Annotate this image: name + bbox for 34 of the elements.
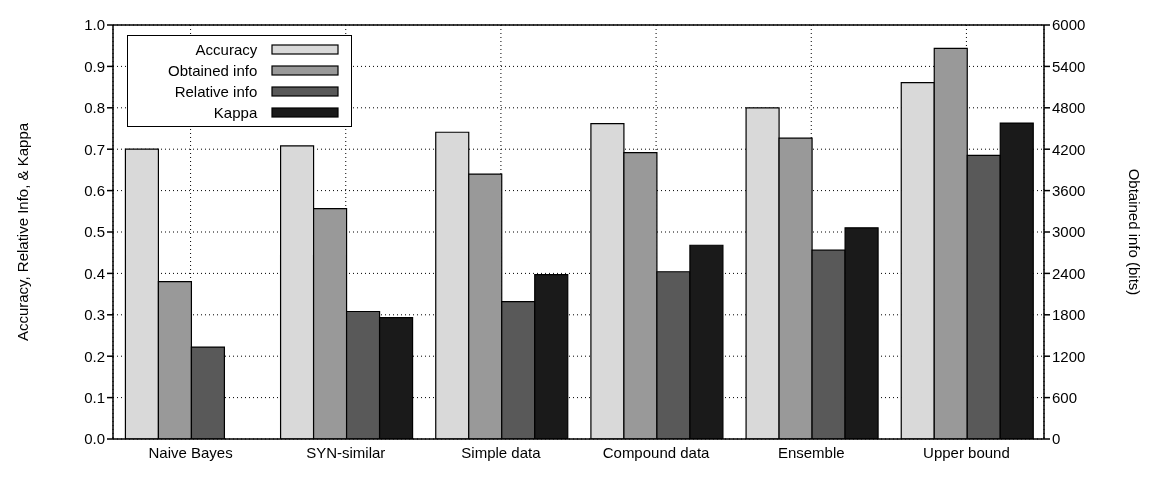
- y-axis-title: Accuracy, Relative Info, & Kappa: [14, 122, 32, 342]
- y-tick-label: 0.0: [84, 430, 105, 448]
- x-tick-label: SYN-similar: [306, 443, 386, 461]
- x-tick-label: Naive Bayes: [148, 443, 233, 461]
- legend-label: Accuracy: [195, 41, 258, 58]
- y-tick-label: 0.5: [84, 223, 105, 241]
- y2-tick-label: 1200: [1052, 347, 1086, 365]
- y2-tick-label: 0: [1052, 430, 1061, 448]
- y2-tick-label: 3600: [1052, 181, 1086, 199]
- y2-tick-label: 6000: [1052, 16, 1086, 34]
- y2-tick-label: 600: [1052, 388, 1078, 406]
- y-tick-label: 0.6: [84, 181, 105, 199]
- y-tick-label: 0.7: [84, 140, 105, 158]
- x-tick-label: Ensemble: [777, 443, 845, 461]
- y-tick-label: 0.4: [84, 264, 105, 282]
- y-tick-label: 0.9: [84, 57, 105, 75]
- y2-tick-label: 5400: [1052, 57, 1086, 75]
- y2-tick-label: 2400: [1052, 264, 1086, 282]
- x-tick-label: Compound data: [602, 443, 711, 461]
- y2-tick-label: 4200: [1052, 140, 1086, 158]
- y2-axis-title: Obtained info (bits): [1125, 168, 1143, 296]
- y-tick-label: 0.8: [84, 99, 105, 117]
- y2-tick-label: 4800: [1052, 99, 1086, 117]
- legend-label: Kappa: [213, 104, 258, 121]
- x-tick-label: Simple data: [461, 443, 542, 461]
- x-tick-label: Upper bound: [923, 443, 1010, 461]
- y-tick-label: 0.3: [84, 306, 105, 324]
- legend-label: Relative info: [174, 83, 258, 100]
- y-tick-label: 1.0: [84, 16, 105, 34]
- y2-tick-label: 1800: [1052, 306, 1086, 324]
- y2-tick-label: 3000: [1052, 223, 1086, 241]
- legend-label: Obtained info: [168, 62, 258, 79]
- y-tick-label: 0.1: [84, 388, 105, 406]
- y-tick-label: 0.2: [84, 347, 105, 365]
